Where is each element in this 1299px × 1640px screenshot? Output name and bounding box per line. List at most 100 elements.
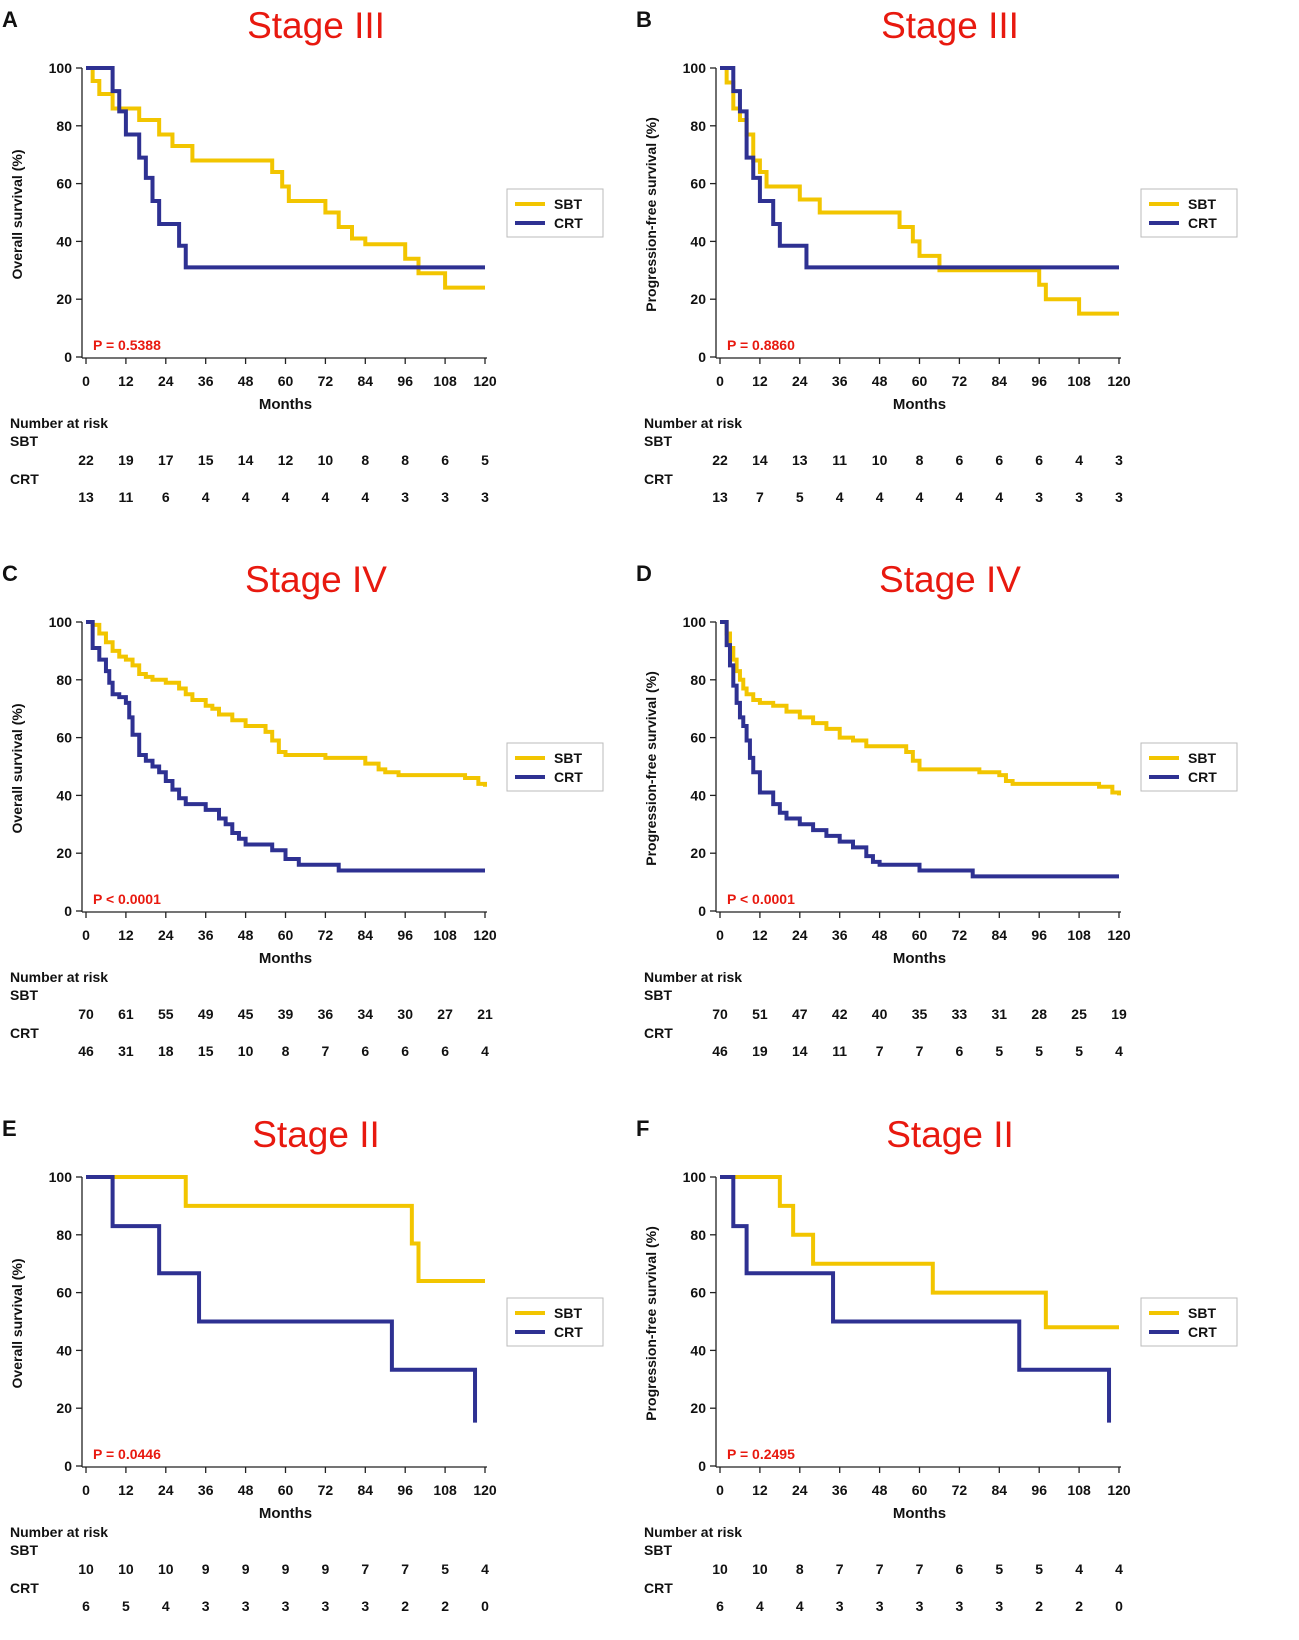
risk-sbt-value: 28 [1031,1006,1047,1022]
y-tick-label: 60 [56,1285,72,1301]
risk-crt-value: 2 [401,1598,409,1614]
risk-crt-value: 46 [712,1043,728,1059]
legend-label-sbt: SBT [554,1305,582,1321]
x-tick-label: 96 [1031,373,1047,389]
x-tick-label: 108 [433,927,457,943]
risk-crt-value: 3 [1035,489,1043,505]
y-tick-label: 100 [683,1169,707,1185]
risk-sbt-value: 10 [712,1561,728,1577]
y-tick-label: 100 [49,1169,73,1185]
x-tick-label: 48 [238,373,254,389]
x-tick-label: 120 [1107,373,1131,389]
risk-crt-value: 5 [995,1043,1003,1059]
panel-letter: F [636,1116,649,1141]
x-tick-label: 60 [278,373,294,389]
risk-crt-value: 6 [716,1598,724,1614]
legend-label-sbt: SBT [1188,1305,1216,1321]
x-tick-label: 72 [318,927,334,943]
legend-label-crt: CRT [1188,215,1217,231]
risk-sbt-value: 12 [278,452,294,468]
risk-crt-value: 18 [158,1043,174,1059]
risk-crt-value: 7 [756,489,764,505]
y-tick-label: 80 [690,672,706,688]
risk-crt-value: 2 [1075,1598,1083,1614]
risk-sbt-value: 14 [238,452,254,468]
x-tick-label: 48 [872,927,888,943]
x-tick-label: 60 [912,373,928,389]
risk-crt-value: 13 [712,489,728,505]
risk-crt-value: 15 [198,1043,214,1059]
risk-crt-value: 4 [836,489,844,505]
y-tick-label: 80 [56,1227,72,1243]
risk-crt-value: 4 [956,489,964,505]
x-axis-label: Months [893,950,946,967]
risk-sbt-value: 10 [318,452,334,468]
risk-sbt-value: 10 [872,452,888,468]
legend-label-sbt: SBT [1188,750,1216,766]
y-tick-label: 20 [56,291,72,307]
risk-crt-value: 14 [792,1043,808,1059]
risk-sbt-value: 6 [441,452,449,468]
panel-title: Stage III [247,5,385,46]
x-tick-label: 108 [1067,373,1091,389]
y-axis-label: Overall survival (%) [9,704,25,834]
risk-sbt-value: 11 [832,452,847,468]
risk-crt-value: 31 [118,1043,134,1059]
x-tick-label: 48 [872,1482,888,1498]
risk-row-label-sbt: SBT [644,987,672,1003]
series-crt-line [86,620,485,873]
series-sbt-line [86,1175,485,1284]
risk-crt-value: 5 [1035,1043,1043,1059]
x-tick-label: 48 [238,1482,254,1498]
y-tick-label: 40 [690,787,706,803]
risk-sbt-value: 36 [318,1006,334,1022]
y-tick-label: 40 [56,787,72,803]
y-tick-label: 60 [690,176,706,192]
x-tick-label: 0 [716,927,724,943]
risk-table-title: Number at risk [10,415,108,431]
risk-crt-value: 2 [441,1598,449,1614]
legend-label-sbt: SBT [554,750,582,766]
risk-row-label-crt: CRT [10,471,39,487]
risk-crt-value: 7 [876,1043,884,1059]
risk-crt-value: 3 [995,1598,1003,1614]
risk-crt-value: 4 [756,1598,764,1614]
risk-crt-value: 4 [361,489,369,505]
risk-sbt-value: 39 [278,1006,294,1022]
x-tick-label: 0 [716,1482,724,1498]
risk-sbt-value: 45 [238,1006,254,1022]
risk-sbt-value: 5 [1035,1561,1043,1577]
risk-crt-value: 5 [796,489,804,505]
y-tick-label: 0 [698,1458,706,1474]
y-axis-label: Progression-free survival (%) [643,117,659,312]
risk-sbt-value: 4 [1075,1561,1083,1577]
risk-crt-value: 4 [916,489,924,505]
legend-label-crt: CRT [1188,769,1217,785]
legend-box [506,188,604,238]
x-tick-label: 12 [118,1482,134,1498]
panel-title: Stage II [886,1114,1014,1155]
x-tick-label: 12 [752,927,768,943]
legend-box [1140,1297,1238,1347]
y-tick-label: 20 [690,291,706,307]
x-tick-label: 120 [473,1482,497,1498]
risk-crt-value: 6 [441,1043,449,1059]
x-tick-label: 12 [118,927,134,943]
legend-box [1140,742,1238,792]
risk-sbt-value: 3 [1115,452,1123,468]
risk-sbt-value: 6 [1035,452,1043,468]
x-tick-label: 36 [832,373,848,389]
x-tick-label: 120 [1107,1482,1131,1498]
y-tick-label: 60 [690,1285,706,1301]
x-tick-label: 108 [1067,927,1091,943]
legend-label-sbt: SBT [1188,196,1216,212]
y-tick-label: 80 [690,1227,706,1243]
risk-table-title: Number at risk [644,415,742,431]
risk-crt-value: 13 [78,489,94,505]
y-tick-label: 20 [690,1400,706,1416]
x-tick-label: 96 [1031,927,1047,943]
